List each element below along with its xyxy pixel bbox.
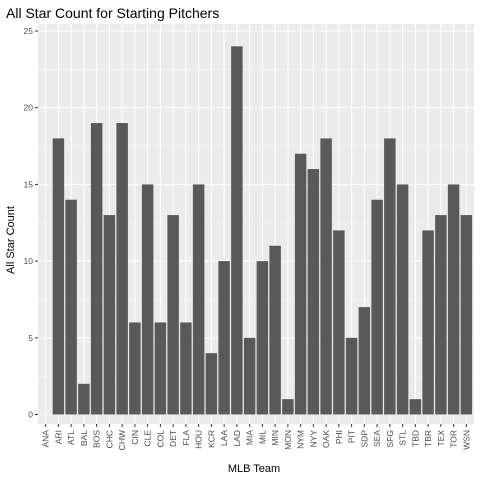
x-tick-label-min: MIN [270, 430, 280, 446]
bar-tor [447, 184, 460, 415]
bar-min [269, 245, 281, 415]
bar-ari [52, 138, 65, 415]
x-tick-label-oak: OAK [321, 430, 331, 448]
x-tick-label-det: DET [168, 430, 178, 447]
bar-pit [345, 337, 358, 415]
x-tick-label-bos: BOS [92, 430, 102, 448]
bar-oak [320, 138, 332, 415]
x-tick-label-lad: LAD [232, 430, 242, 447]
bar-stl [396, 184, 409, 415]
bar-nyy [307, 169, 320, 415]
x-tick-label-tbr: TBR [423, 430, 433, 447]
x-tick-label-sfg: SFG [385, 430, 395, 447]
bar-tex [435, 215, 447, 415]
x-tick-label-pit: PIT [347, 430, 357, 443]
y-tick-label: 10 [24, 256, 34, 266]
x-tick-label-kcr: KCR [206, 430, 216, 448]
bar-fla [180, 322, 192, 415]
x-tick-label-chw: CHW [117, 430, 127, 450]
bar-mon [282, 399, 294, 415]
x-tick-label-col: COL [155, 430, 165, 448]
x-axis-title: MLB Team [228, 463, 280, 475]
y-tick-label: 25 [24, 26, 34, 36]
bar-mil [256, 261, 269, 415]
x-tick-label-nym: NYM [296, 430, 306, 449]
bar-bos [90, 123, 103, 415]
bar-laa [218, 261, 230, 415]
y-tick-label: 20 [24, 103, 34, 113]
x-tick-label-nyy: NYY [308, 430, 318, 448]
x-tick-label-cle: CLE [143, 430, 153, 447]
bar-lad [231, 46, 243, 415]
bar-det [167, 215, 179, 415]
x-tick-label-laa: LAA [219, 430, 229, 446]
x-tick-label-atl: ATL [66, 430, 76, 445]
y-tick-label: 0 [28, 410, 33, 420]
x-tick-label-mon: MON [283, 430, 293, 450]
y-tick-label: 15 [24, 179, 34, 189]
bar-sfg [384, 138, 396, 415]
bars [52, 46, 473, 415]
bar-kcr [205, 353, 218, 415]
bar-tbr [422, 230, 434, 415]
x-tick-label-tor: TOR [449, 430, 459, 448]
x-tick-label-chc: CHC [104, 430, 114, 448]
bar-bal [78, 383, 90, 415]
x-tick-label-sea: SEA [372, 430, 382, 447]
bar-col [154, 322, 167, 415]
y-tick-label: 5 [28, 333, 33, 343]
plot-panel [38, 24, 474, 424]
bar-atl [65, 199, 77, 415]
x-tick-label-ari: ARI [53, 430, 63, 444]
bar-tbd [409, 399, 422, 415]
x-tick-label-ana: ANA [41, 430, 51, 448]
bar-mia [243, 337, 256, 415]
x-tick-label-hou: HOU [194, 430, 204, 449]
x-tick-label-tex: TEX [436, 430, 446, 447]
x-tick-label-wsn: WSN [461, 430, 471, 450]
bar-chw [116, 123, 128, 415]
bar-chc [103, 215, 116, 415]
bar-wsn [460, 215, 473, 415]
x-tick-label-fla: FLA [181, 430, 191, 446]
x-tick-label-bal: BAL [79, 430, 89, 446]
bar-hou [192, 184, 205, 415]
x-tick-label-stl: STL [398, 430, 408, 446]
x-tick-label-tbd: TBD [410, 430, 420, 447]
y-axis: 0 5 10 15 20 25 [24, 26, 38, 420]
x-axis: ANA ARI ATL BAL BOS CHC CHW CIN CLE COL DET FLA HOU K… [41, 424, 471, 450]
x-tick-label-mia: MIA [245, 430, 255, 445]
bar-sdp [358, 307, 371, 415]
chart-title: All Star Count for Starting Pitchers [6, 5, 219, 21]
bar-cle [141, 184, 154, 415]
bar-sea [371, 199, 383, 415]
x-tick-label-phi: PHI [334, 430, 344, 444]
bar-nym [294, 153, 307, 415]
y-axis-title: All Star Count [5, 206, 17, 274]
x-tick-label-sdp: SDP [359, 430, 369, 448]
bar-phi [333, 230, 345, 415]
x-tick-label-mil: MIL [257, 430, 267, 444]
bar-cin [129, 322, 141, 415]
x-tick-label-cin: CIN [130, 430, 140, 445]
